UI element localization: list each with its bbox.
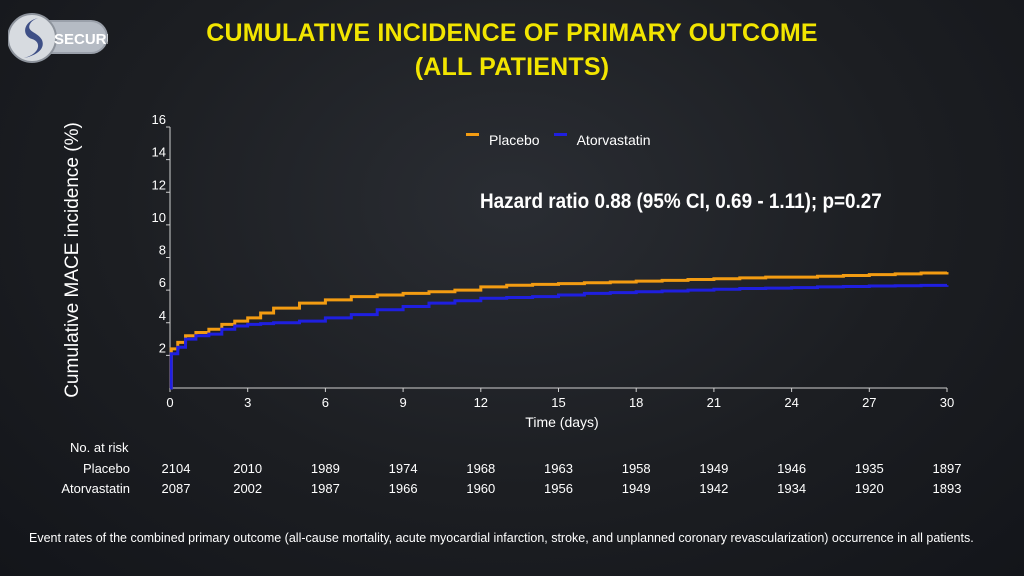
x-tick-label: 9 [399,395,406,410]
risk-cell-placebo: 1958 [621,461,651,476]
y-tick-label: 14 [152,145,166,160]
risk-cell-atorvastatin: 1893 [932,481,962,496]
series-line-placebo [169,271,949,390]
series-line-atorvastatin [169,283,949,390]
title-line-1: CUMULATIVE INCIDENCE OF PRIMARY OUTCOME [206,19,818,47]
legend-swatch-atorvastatin [553,132,567,136]
risk-row-label-atorvastatin: Atorvastatin [61,481,130,496]
x-tick-label: 0 [166,395,173,410]
x-axis-title: Time (days) [525,414,599,430]
y-tick-label: 10 [152,210,166,225]
secure-logo: SECURE [8,13,108,63]
title-line-2: (ALL PATIENTS) [414,53,610,81]
legend-label-placebo: Placebo [489,132,540,148]
x-tick-label: 12 [474,395,488,410]
hazard-ratio-annotation: Hazard ratio 0.88 (95% CI, 0.69 - 1.11);… [480,190,882,213]
risk-cell-placebo: 1968 [466,461,496,476]
risk-cell-placebo: 2104 [161,461,191,476]
x-tick-label: 24 [784,395,798,410]
x-tick-label: 21 [707,395,721,410]
risk-table-heading: No. at risk [70,440,129,455]
risk-cell-placebo: 1949 [699,461,729,476]
slide-title: CUMULATIVE INCIDENCE OF PRIMARY OUTCOME … [0,16,1024,84]
risk-cell-atorvastatin: 2087 [161,481,191,496]
risk-cell-atorvastatin: 1934 [777,481,807,496]
risk-cell-atorvastatin: 2002 [233,481,263,496]
y-tick-label: 12 [152,177,166,192]
risk-cell-atorvastatin: 1960 [466,481,496,496]
risk-cell-atorvastatin: 1956 [544,481,573,496]
footnote: Event rates of the combined primary outc… [29,531,974,545]
risk-cell-atorvastatin: 1942 [699,481,729,496]
risk-cell-placebo: 1897 [932,461,962,476]
x-tick-label: 27 [862,395,876,410]
y-tick-label: 4 [159,308,166,323]
x-tick-label: 6 [322,395,329,410]
risk-cell-atorvastatin: 1987 [310,481,340,496]
logo-text: SECURE [54,31,108,48]
x-tick-label: 3 [244,395,251,410]
risk-row-label-placebo: Placebo [83,461,130,476]
risk-cell-placebo: 1946 [777,461,807,476]
legend: Placebo Atorvastatin [466,132,665,148]
risk-cell-placebo: 1963 [544,461,573,476]
legend-swatch-placebo [466,132,479,136]
y-tick-label: 8 [159,243,166,258]
y-tick-label: 6 [159,275,166,290]
legend-label-atorvastatin: Atorvastatin [576,132,651,148]
risk-cell-atorvastatin: 1949 [621,481,651,496]
x-tick-label: 18 [629,395,643,410]
risk-cell-placebo: 1974 [388,461,418,476]
risk-cell-placebo: 1935 [854,461,884,476]
x-tick-label: 15 [551,395,565,410]
risk-cell-atorvastatin: 1920 [854,481,884,496]
risk-cell-placebo: 2010 [233,461,263,476]
y-tick-label: 2 [159,340,166,355]
x-tick-label: 30 [940,395,954,410]
y-tick-label: 16 [152,112,166,127]
risk-cell-atorvastatin: 1966 [388,481,418,496]
risk-cell-placebo: 1989 [310,461,340,476]
